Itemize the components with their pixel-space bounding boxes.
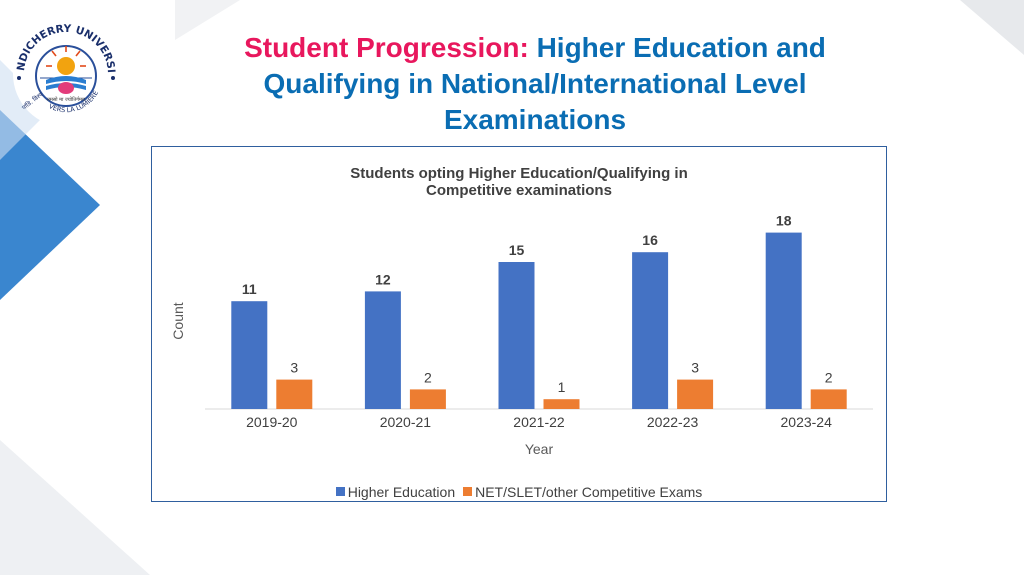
data-label: 15 (509, 242, 525, 258)
x-tick-label: 2019-20 (246, 414, 298, 430)
bar-net-slet-2019-20 (276, 379, 313, 409)
legend-item-net-slet: NET/SLET/other Competitive Exams (463, 484, 702, 500)
legend-swatch (463, 487, 473, 496)
chart-title: Students opting Higher Education/Qualify… (350, 165, 688, 199)
bar-net-slet-2022-23 (677, 379, 714, 409)
bar-higher-education-2022-23 (632, 252, 669, 409)
x-tick-label: 2020-21 (380, 414, 432, 430)
slide-title-rest: Higher Education and Qualifying in Natio… (263, 32, 826, 135)
university-logo: PONDICHERRY UNIVERSITY तमसो मा ज्योतिर्ग… (5, 9, 122, 130)
slide-title: Student Progression: Higher Education an… (200, 30, 870, 138)
bar-chart: Students opting Higher Education/Qualify… (170, 165, 873, 457)
data-label: 2 (825, 369, 833, 385)
x-axis-title: Year (525, 441, 554, 457)
x-tick-label: 2021-22 (513, 414, 565, 430)
svg-text:तमसो मा ज्योतिर्गमय: तमसो मा ज्योतिर्गमय (47, 96, 85, 103)
bar-higher-education-2020-21 (364, 291, 401, 409)
legend-label: NET/SLET/other Competitive Exams (475, 483, 703, 500)
slide-title-accent: Student Progression: (244, 32, 529, 63)
legend-swatch (335, 487, 345, 496)
data-label: 18 (776, 213, 792, 229)
bar-net-slet-2020-21 (409, 389, 446, 409)
chart-container: Students opting Higher Education/Qualify… (151, 146, 887, 502)
data-label: 11 (242, 281, 257, 297)
bar-net-slet-2021-22 (543, 399, 580, 409)
bar-higher-education-2021-22 (498, 262, 535, 409)
data-label: 1 (558, 379, 566, 395)
y-axis-title: Count (170, 302, 186, 339)
x-tick-label: 2022-23 (647, 414, 699, 430)
data-label: 2 (424, 369, 432, 385)
bar-higher-education-2023-24 (765, 232, 802, 409)
data-label: 16 (642, 232, 658, 248)
legend-label: Higher Education (347, 483, 456, 500)
data-label: 12 (375, 271, 391, 287)
legend-item-higher-education: Higher Education (335, 483, 456, 500)
bar-higher-education-2019-20 (231, 301, 268, 409)
data-label: 3 (290, 360, 298, 376)
bar-net-slet-2023-24 (810, 389, 847, 409)
data-label: 3 (691, 360, 699, 376)
chart-legend: Higher Education NET/SLET/other Competiti… (152, 483, 886, 500)
x-tick-label: 2023-24 (781, 414, 833, 430)
